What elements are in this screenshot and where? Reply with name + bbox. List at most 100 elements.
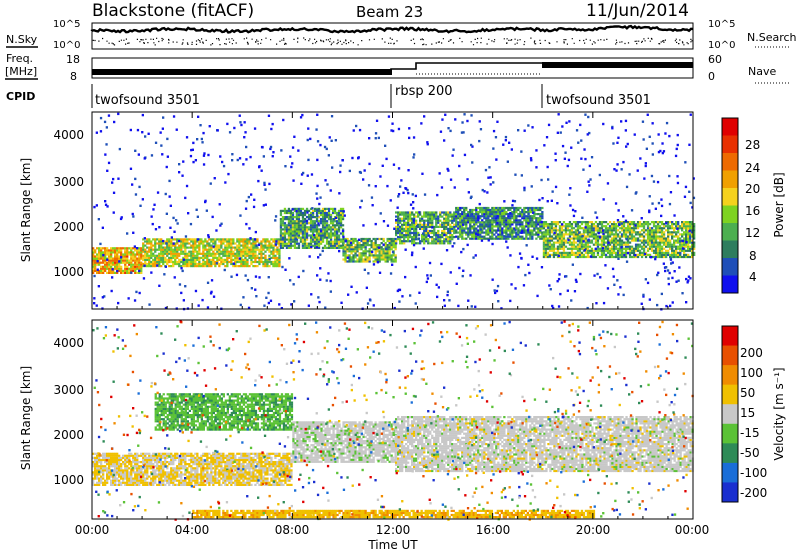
power-cell bbox=[310, 293, 313, 296]
power-cell bbox=[425, 219, 428, 222]
power-cell bbox=[295, 211, 299, 215]
power-cell bbox=[293, 224, 297, 227]
power-cell bbox=[423, 240, 426, 243]
power-cell bbox=[279, 242, 283, 245]
power-cell bbox=[636, 243, 640, 246]
power-cell bbox=[558, 255, 562, 259]
power-cell bbox=[596, 249, 600, 252]
power-cell bbox=[283, 234, 287, 237]
power-cell bbox=[594, 227, 598, 230]
power-cell bbox=[95, 304, 98, 307]
power-cell bbox=[689, 277, 692, 280]
power-cell bbox=[350, 258, 353, 261]
power-cell bbox=[599, 235, 602, 239]
power-cell bbox=[339, 224, 343, 227]
power-cell bbox=[537, 213, 540, 216]
power-cell bbox=[648, 239, 652, 242]
power-cell bbox=[489, 211, 492, 214]
power-cell bbox=[574, 253, 578, 256]
power-cell bbox=[297, 234, 301, 237]
power-cell bbox=[281, 234, 285, 237]
power-cell bbox=[362, 246, 365, 249]
power-cell bbox=[483, 225, 486, 228]
power-cell bbox=[262, 260, 265, 264]
power-cell bbox=[451, 236, 454, 239]
power-cell bbox=[575, 129, 579, 132]
power-cell bbox=[258, 258, 261, 261]
power-cell bbox=[350, 237, 353, 241]
power-cell bbox=[624, 247, 628, 250]
power-cell bbox=[226, 256, 229, 259]
power-cell bbox=[612, 245, 616, 248]
power-cell bbox=[366, 260, 369, 263]
power-cell bbox=[552, 255, 556, 259]
power-cell bbox=[218, 250, 221, 253]
power-cell bbox=[329, 279, 332, 283]
power-cell bbox=[461, 235, 464, 238]
power-cell bbox=[389, 199, 392, 202]
power-cell bbox=[451, 238, 454, 241]
power-cell bbox=[220, 260, 223, 264]
power-cell bbox=[368, 252, 371, 255]
power-cell bbox=[335, 222, 339, 225]
power-cell bbox=[646, 233, 650, 236]
power-cell bbox=[616, 241, 620, 244]
power-cell bbox=[634, 247, 638, 250]
power-cell bbox=[679, 249, 682, 252]
power-cell bbox=[136, 257, 139, 260]
power-cell bbox=[453, 229, 456, 233]
power-cell bbox=[409, 213, 412, 216]
power-cell bbox=[548, 225, 552, 228]
power-cell bbox=[403, 236, 406, 239]
power-cell bbox=[669, 245, 672, 248]
power-cell bbox=[521, 229, 524, 232]
velocity-cell bbox=[96, 467, 99, 470]
power-cell bbox=[138, 261, 141, 264]
power-cell bbox=[646, 235, 650, 238]
power-cell bbox=[244, 274, 247, 277]
power-cell bbox=[535, 223, 538, 226]
power-cell bbox=[542, 241, 546, 244]
power-cell bbox=[608, 243, 612, 246]
power-cell bbox=[339, 207, 343, 210]
power-cell bbox=[660, 255, 664, 259]
power-cell bbox=[364, 244, 367, 247]
power-cell bbox=[164, 265, 167, 268]
power-cell bbox=[192, 254, 195, 257]
power-cell bbox=[449, 236, 452, 239]
freq-tick-low: 8 bbox=[70, 70, 77, 83]
power-cell bbox=[301, 232, 305, 235]
power-cell bbox=[323, 222, 327, 225]
power-cell bbox=[533, 223, 536, 226]
power-cell bbox=[405, 215, 408, 218]
power-cell bbox=[395, 227, 398, 230]
power-cell bbox=[556, 131, 559, 134]
power-cell bbox=[254, 252, 257, 255]
power-cell bbox=[533, 225, 536, 228]
power-cell bbox=[174, 254, 177, 257]
power-cell bbox=[289, 238, 293, 241]
power-cell bbox=[469, 225, 472, 228]
power-cell bbox=[276, 260, 279, 264]
power-cell bbox=[481, 213, 484, 216]
power-cell bbox=[390, 242, 393, 245]
power-cell bbox=[451, 154, 454, 157]
power-cell bbox=[624, 231, 628, 234]
power-cell bbox=[542, 239, 546, 242]
power-cell bbox=[513, 229, 516, 232]
power-cell bbox=[671, 301, 674, 304]
power-cell bbox=[576, 253, 580, 256]
power-cell bbox=[586, 223, 590, 226]
power-cell bbox=[662, 241, 666, 244]
power-cell bbox=[664, 132, 667, 135]
power-cell bbox=[285, 230, 289, 233]
power-cell bbox=[462, 269, 465, 272]
power-cell bbox=[515, 215, 518, 218]
power-cell bbox=[491, 213, 494, 216]
power-cell bbox=[116, 261, 119, 264]
power-cell bbox=[505, 227, 508, 230]
power-cell bbox=[554, 235, 558, 238]
power-cell bbox=[652, 251, 656, 254]
power-cell bbox=[592, 251, 596, 254]
power-cell bbox=[624, 221, 628, 224]
